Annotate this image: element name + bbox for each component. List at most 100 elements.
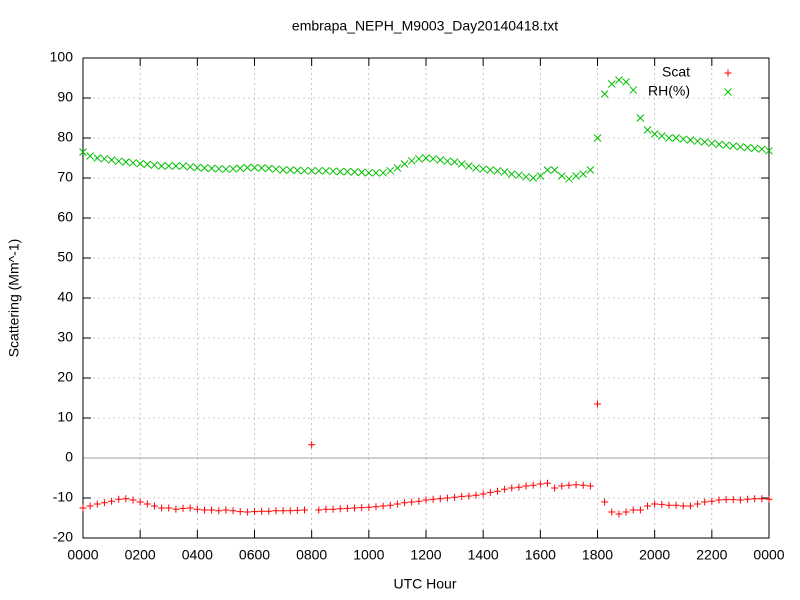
data-point (707, 139, 716, 148)
plot-border (82, 57, 770, 539)
data-point (286, 507, 294, 515)
y-tick-label: 10 (57, 409, 73, 425)
data-point (308, 441, 316, 449)
data-point (143, 500, 151, 508)
data-point (486, 166, 495, 174)
data-point (665, 134, 673, 142)
data-point (615, 76, 623, 84)
data-point (393, 500, 401, 508)
chart-title: embrapa_NEPH_M9003_Day20140418.txt (292, 18, 558, 34)
data-point (686, 136, 695, 144)
data-point (172, 505, 180, 513)
data-point (93, 154, 102, 162)
data-point (365, 503, 373, 511)
data-point (729, 496, 737, 504)
data-point (493, 166, 502, 175)
y-tick-label: 70 (57, 169, 73, 185)
data-point (407, 156, 416, 165)
data-point (393, 164, 402, 172)
data-point (636, 506, 644, 514)
data-point (93, 500, 101, 508)
data-point (222, 165, 230, 174)
data-point (329, 505, 337, 513)
data-point (493, 487, 501, 495)
x-tick-label: 0400 (182, 547, 213, 563)
y-tick-label: 80 (57, 129, 73, 145)
data-point (672, 134, 680, 142)
data-point (743, 143, 752, 152)
data-point (307, 166, 316, 175)
data-point (129, 158, 137, 167)
data-point (572, 481, 580, 489)
x-tick-label: 0800 (296, 547, 327, 563)
data-point (386, 166, 395, 175)
data-point (193, 163, 202, 172)
data-point (615, 510, 623, 518)
data-point (179, 504, 187, 512)
data-point (186, 504, 194, 512)
data-point (679, 135, 688, 144)
x-tick-label: 2000 (639, 547, 670, 563)
x-axis-label: UTC Hour (393, 576, 456, 592)
data-point (658, 500, 666, 508)
data-point (386, 501, 394, 509)
data-point (586, 166, 595, 174)
y-tick-label: 50 (57, 249, 73, 265)
data-point (379, 502, 387, 510)
y-tick-label: 30 (57, 329, 73, 345)
data-point (436, 156, 445, 164)
x-tick-label: 0600 (239, 547, 270, 563)
data-point (143, 160, 152, 169)
data-point (379, 168, 387, 177)
data-point (608, 508, 616, 516)
data-point (629, 506, 637, 514)
data-point (679, 502, 687, 510)
data-point (651, 500, 659, 508)
y-tick-label: 20 (57, 369, 73, 385)
data-point (272, 507, 280, 515)
data-point (136, 498, 144, 506)
data-point (250, 163, 259, 172)
y-tick-label: 90 (57, 89, 73, 105)
data-point (336, 505, 344, 513)
data-point (150, 161, 159, 170)
data-point (200, 506, 208, 514)
data-point (543, 479, 551, 487)
data-point (293, 166, 302, 175)
data-point (107, 156, 116, 164)
data-point (229, 507, 237, 515)
x-tick-label: 2200 (696, 547, 727, 563)
data-point (364, 168, 373, 177)
legend-label: RH(%) (648, 83, 690, 99)
data-point (315, 506, 323, 514)
data-point (522, 172, 530, 181)
data-point (429, 495, 437, 503)
data-point (193, 505, 201, 513)
x-tick-label: 1600 (525, 547, 556, 563)
x-tick-label: 0200 (125, 547, 156, 563)
data-point (536, 172, 545, 180)
data-point (343, 504, 351, 512)
data-point (422, 496, 430, 504)
data-point (729, 142, 738, 150)
data-point (715, 496, 723, 504)
data-point (694, 500, 702, 508)
data-point (458, 492, 466, 500)
data-point (465, 492, 473, 500)
data-point (422, 154, 430, 162)
data-point (501, 485, 509, 493)
data-point (251, 508, 258, 516)
data-point (164, 162, 173, 170)
data-point (715, 140, 723, 149)
data-point (515, 171, 523, 180)
data-point (586, 482, 594, 490)
data-point (551, 484, 559, 492)
data-point (122, 495, 130, 503)
data-point (243, 508, 251, 516)
x-tick-label: 1800 (582, 547, 613, 563)
y-tick-label: -10 (53, 489, 73, 505)
data-point (401, 499, 409, 507)
data-point (258, 507, 266, 515)
data-point (765, 146, 773, 155)
